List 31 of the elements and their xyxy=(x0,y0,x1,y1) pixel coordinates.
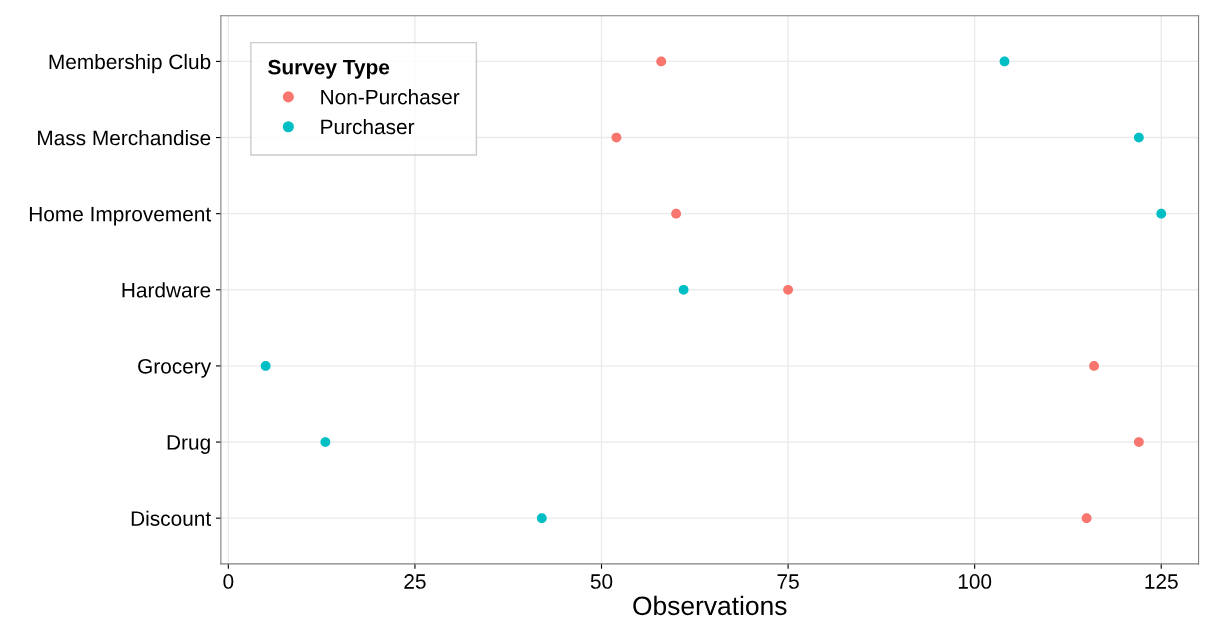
y-tick-label: Discount xyxy=(131,510,212,526)
point xyxy=(320,437,331,447)
legend-label: Non-Purchaser xyxy=(321,89,460,105)
legend-label: Purchaser xyxy=(321,118,415,135)
y-tick-label: Hardware xyxy=(122,282,211,298)
x-tick-label: 100 xyxy=(958,574,992,589)
point xyxy=(671,208,682,219)
x-tick-label: 0 xyxy=(223,574,234,589)
point xyxy=(1133,132,1144,143)
point xyxy=(1089,361,1099,371)
y-tick-label: Grocery xyxy=(138,358,212,378)
y-tick-label: Membership Club xyxy=(49,53,211,74)
x-tick-label: 125 xyxy=(1145,574,1178,589)
point xyxy=(1156,208,1167,219)
point xyxy=(783,284,793,295)
x-tick-label: 50 xyxy=(590,574,613,589)
x-tick-label: 25 xyxy=(404,574,426,589)
point xyxy=(1081,513,1092,524)
y-tick-label: Mass Merchandise xyxy=(38,130,211,146)
point xyxy=(536,513,547,524)
legend-title: Survey Type xyxy=(268,59,390,79)
point xyxy=(678,284,689,295)
point xyxy=(611,132,622,143)
point xyxy=(1133,437,1144,447)
x-tick-label: 75 xyxy=(777,574,799,589)
point xyxy=(260,361,271,371)
x-axis-title: Observations xyxy=(633,595,787,616)
point xyxy=(656,56,667,67)
point xyxy=(999,56,1010,67)
y-tick-label: Home Improvement xyxy=(29,206,212,226)
y-tick-label: Drug xyxy=(167,435,210,454)
